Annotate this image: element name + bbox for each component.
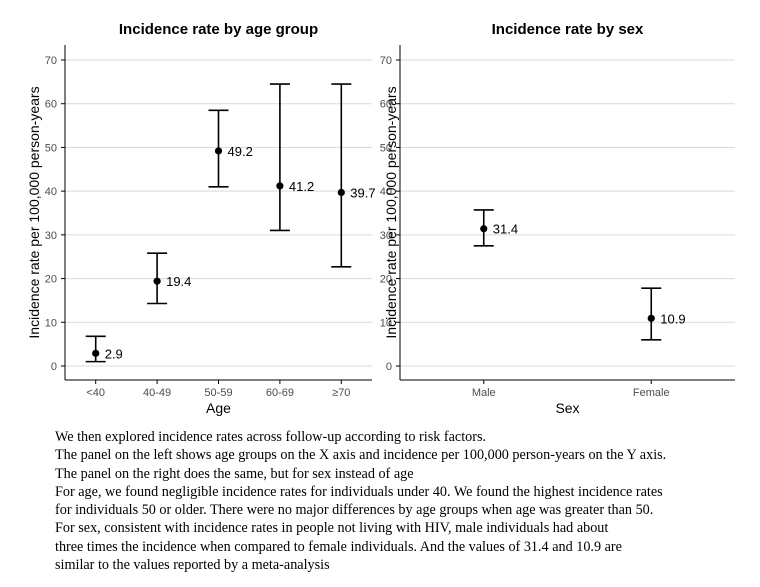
age-data-label: 19.4 xyxy=(166,274,191,289)
chart-area: Incidence rate by age group 0 10 20 30 40 50 60… xyxy=(26,21,735,416)
age-x-tick-label: 50-59 xyxy=(204,387,232,399)
age-x-tick-label: ≥70 xyxy=(332,387,350,399)
age-x-axis-label: Age xyxy=(206,400,231,416)
sex-y-axis-label: Incidence rate per 100,000 person-years xyxy=(383,86,399,338)
sex-data-point xyxy=(647,314,655,322)
age-data-point xyxy=(153,277,161,285)
age-x-tick-label: <40 xyxy=(86,387,105,399)
caption-line: The panel on the left shows age groups o… xyxy=(55,447,667,464)
sex-chart-title: Incidence rate by sex xyxy=(492,21,644,38)
caption-line: We then explored incidence rates across … xyxy=(55,429,487,445)
age-y-tick-label: 30 xyxy=(45,230,57,242)
age-y-tick-label: 20 xyxy=(45,274,57,286)
age-chart-title: Incidence rate by age group xyxy=(119,21,318,38)
caption-line: For age, we found negligible incidence r… xyxy=(55,483,663,500)
age-y-tick-label: 60 xyxy=(45,99,57,111)
sex-y-tick-label: 30 xyxy=(380,230,392,242)
age-data-point xyxy=(276,182,284,190)
caption-line: similar to the values reported by a meta… xyxy=(55,557,330,574)
age-y-axis-label: Incidence rate per 100,000 person-years xyxy=(26,86,42,338)
sex-data-label: 31.4 xyxy=(493,222,518,237)
sex-x-tick-label: Male xyxy=(472,387,496,399)
chart-svg: Incidence rate by age group 0 10 20 30 40 50 60… xyxy=(26,21,735,416)
age-data-label: 41.2 xyxy=(289,179,314,194)
age-data-label: 39.7 xyxy=(350,185,375,200)
sex-y-tick-label: 40 xyxy=(380,186,392,198)
age-y-tick-label: 70 xyxy=(45,55,57,67)
age-y-tick-label: 40 xyxy=(45,186,57,198)
sex-y-tick-label: 50 xyxy=(380,142,392,154)
sex-y-tick-label: 60 xyxy=(380,99,392,111)
age-data-label: 49.2 xyxy=(228,144,253,159)
age-data-label: 2.9 xyxy=(105,346,123,361)
age-y-tick-label: 10 xyxy=(45,317,57,329)
caption-line: The panel on the right does the same, bu… xyxy=(55,465,414,482)
sex-y-tick-label: 70 xyxy=(380,55,392,67)
age-data-point xyxy=(337,188,345,197)
sex-y-tick-label: 10 xyxy=(380,317,392,329)
sex-x-tick-label: Female xyxy=(633,387,670,399)
caption-line: for individuals 50 or older. There were … xyxy=(55,502,654,519)
age-y-tick-label: 50 xyxy=(45,142,57,154)
age-data-point xyxy=(214,147,223,155)
caption-text: We then explored incidence rates across … xyxy=(55,428,755,574)
sex-y-tick-label: 20 xyxy=(380,274,392,286)
sex-x-axis-label: Sex xyxy=(555,400,579,416)
age-data-point xyxy=(92,349,100,357)
sex-y-tick-label: 0 xyxy=(386,361,392,373)
age-y-tick-label: 0 xyxy=(51,361,57,373)
caption-line: three times the incidence when compared … xyxy=(55,538,622,555)
age-x-tick-label: 40-49 xyxy=(143,387,171,399)
sex-data-label: 10.9 xyxy=(660,311,685,326)
sex-data-point xyxy=(480,225,488,233)
age-x-tick-label: 60-69 xyxy=(266,387,294,399)
caption-line: For sex, consistent with incidence rates… xyxy=(55,520,609,537)
